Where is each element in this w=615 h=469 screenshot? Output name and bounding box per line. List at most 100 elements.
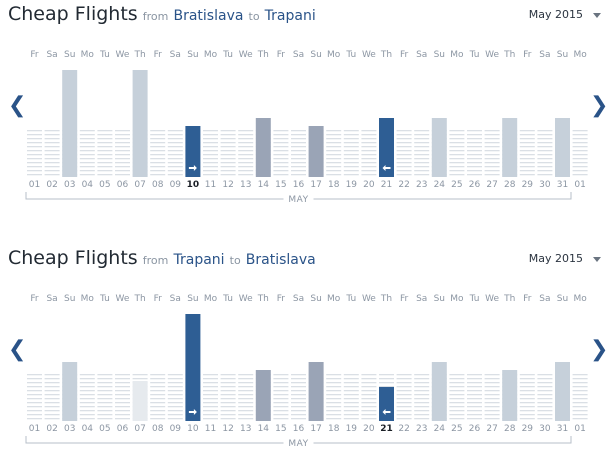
day-number-label[interactable]: 15: [275, 424, 286, 434]
day-number-label[interactable]: 09: [170, 180, 182, 190]
day-number-label[interactable]: 13: [240, 180, 251, 190]
day-number-label[interactable]: 03: [64, 180, 75, 190]
day-number-label[interactable]: 11: [205, 180, 216, 190]
day-number-label[interactable]: 30: [539, 424, 551, 434]
price-bar[interactable]: [62, 70, 78, 177]
day-column[interactable]: [132, 374, 148, 421]
day-column[interactable]: [379, 374, 394, 421]
day-column[interactable]: [326, 374, 342, 420]
price-bar[interactable]: [255, 370, 271, 421]
day-column[interactable]: [79, 374, 95, 420]
day-column[interactable]: [115, 130, 130, 176]
day-number-label[interactable]: 27: [486, 180, 497, 190]
day-column[interactable]: [343, 374, 359, 420]
day-column[interactable]: [414, 374, 430, 420]
price-bar[interactable]: [379, 387, 394, 421]
day-column[interactable]: [132, 70, 148, 177]
price-bar[interactable]: [62, 362, 78, 421]
day-number-label[interactable]: 28: [504, 180, 516, 190]
day-column[interactable]: [308, 126, 324, 177]
day-number-label[interactable]: 08: [152, 180, 164, 190]
day-number-label[interactable]: 10: [187, 424, 199, 434]
day-number-label[interactable]: 15: [275, 180, 286, 190]
day-number-label[interactable]: 06: [117, 424, 129, 434]
day-number-label[interactable]: 01: [574, 180, 585, 190]
day-column[interactable]: [572, 130, 588, 176]
day-column[interactable]: [220, 130, 236, 176]
day-column[interactable]: [273, 374, 289, 420]
day-column[interactable]: [97, 130, 113, 176]
day-number-label[interactable]: 06: [117, 180, 129, 190]
day-column[interactable]: [27, 374, 42, 420]
day-column[interactable]: [115, 374, 130, 420]
day-number-label[interactable]: 18: [328, 424, 340, 434]
day-column[interactable]: [238, 130, 254, 176]
day-column[interactable]: [519, 130, 535, 176]
day-column[interactable]: [396, 130, 412, 176]
day-number-label[interactable]: 01: [574, 424, 585, 434]
day-number-label[interactable]: 29: [522, 180, 534, 190]
day-column[interactable]: [62, 70, 78, 177]
day-number-label[interactable]: 17: [310, 180, 321, 190]
day-column[interactable]: [185, 126, 201, 177]
day-number-label[interactable]: 18: [328, 180, 340, 190]
day-number-label[interactable]: 17: [310, 424, 321, 434]
price-bar[interactable]: [132, 381, 148, 421]
day-number-label[interactable]: 08: [152, 424, 164, 434]
day-number-label[interactable]: 13: [240, 424, 251, 434]
price-bar[interactable]: [185, 314, 201, 421]
day-column[interactable]: [238, 374, 254, 420]
day-number-label[interactable]: 03: [64, 424, 75, 434]
day-number-label[interactable]: 10: [187, 180, 200, 190]
day-column[interactable]: [343, 130, 359, 176]
day-number-label[interactable]: 28: [504, 424, 516, 434]
day-number-label[interactable]: 01: [29, 180, 40, 190]
day-column[interactable]: [431, 118, 447, 177]
day-column[interactable]: [273, 130, 289, 176]
destination-link[interactable]: Trapani: [264, 8, 316, 24]
day-number-label[interactable]: 26: [469, 180, 481, 190]
day-column[interactable]: [150, 374, 166, 420]
day-number-label[interactable]: 09: [170, 424, 182, 434]
day-column[interactable]: [361, 130, 377, 176]
prev-arrow-icon[interactable]: ❮: [8, 93, 27, 118]
day-number-label[interactable]: 19: [346, 180, 358, 190]
day-column[interactable]: [167, 130, 183, 176]
price-bar[interactable]: [132, 70, 148, 177]
day-number-label[interactable]: 26: [469, 424, 481, 434]
day-column[interactable]: [537, 130, 553, 176]
day-column[interactable]: [185, 314, 201, 421]
day-number-label[interactable]: 12: [222, 424, 233, 434]
price-bar[interactable]: [502, 118, 518, 177]
prev-arrow-icon[interactable]: ❮: [8, 337, 27, 362]
day-column[interactable]: [467, 374, 482, 420]
day-column[interactable]: [291, 374, 306, 420]
day-number-label[interactable]: 31: [557, 424, 568, 434]
day-column[interactable]: [502, 370, 518, 421]
day-number-label[interactable]: 24: [434, 180, 446, 190]
price-bar[interactable]: [308, 362, 324, 421]
day-column[interactable]: [467, 130, 482, 176]
day-number-label[interactable]: 25: [451, 180, 462, 190]
day-number-label[interactable]: 21: [380, 424, 393, 434]
day-number-label[interactable]: 14: [258, 180, 270, 190]
day-column[interactable]: [291, 130, 306, 176]
day-column[interactable]: [537, 374, 553, 420]
day-column[interactable]: [203, 130, 218, 176]
day-column[interactable]: [220, 374, 236, 420]
day-column[interactable]: [308, 362, 324, 421]
day-number-label[interactable]: 31: [557, 180, 568, 190]
origin-link[interactable]: Bratislava: [173, 8, 244, 24]
day-number-label[interactable]: 19: [346, 424, 358, 434]
day-column[interactable]: [431, 362, 447, 421]
month-dropdown[interactable]: May 2015: [529, 8, 601, 21]
day-number-label[interactable]: 14: [258, 424, 270, 434]
day-column[interactable]: [555, 362, 570, 421]
day-column[interactable]: [97, 374, 113, 420]
price-bar[interactable]: [185, 126, 201, 177]
day-number-label[interactable]: 02: [46, 424, 57, 434]
day-number-label[interactable]: 30: [539, 180, 551, 190]
day-number-label[interactable]: 22: [398, 180, 409, 190]
day-column[interactable]: [519, 374, 535, 420]
day-column[interactable]: [62, 362, 78, 421]
